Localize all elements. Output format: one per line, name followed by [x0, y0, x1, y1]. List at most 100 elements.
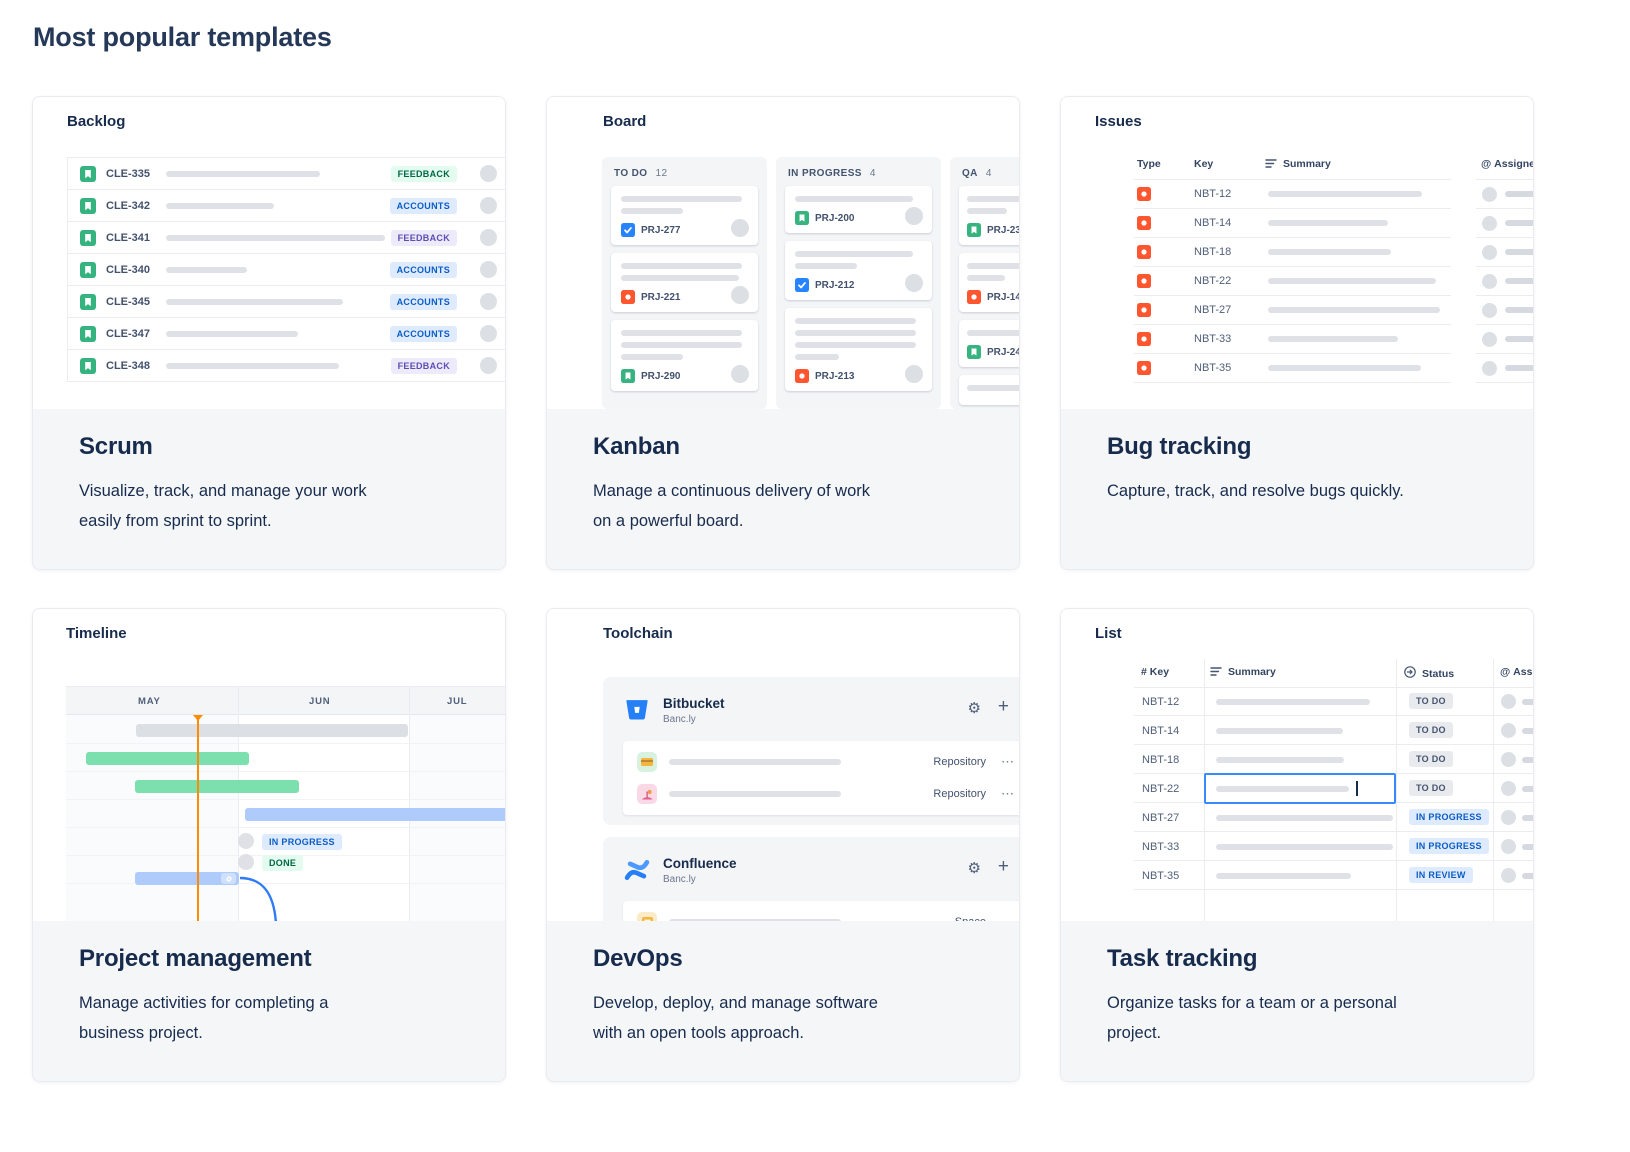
story-icon	[80, 293, 96, 310]
gear-icon[interactable]: ⚙	[967, 700, 981, 717]
month-label: MAY	[138, 696, 161, 707]
summary-column-header: Summary	[1265, 158, 1331, 170]
issue-row[interactable]: NBT-18	[1061, 238, 1533, 267]
avatar	[1501, 810, 1516, 825]
toolchain-row[interactable]: Space ⋯	[623, 906, 1019, 921]
template-description-line: on a powerful board.	[593, 512, 744, 530]
status-column-header: Status	[1404, 666, 1454, 680]
text-cursor	[1356, 781, 1358, 796]
avatar	[1482, 245, 1497, 260]
avatar	[480, 261, 497, 278]
label-badge: ACCOUNTS	[389, 261, 457, 278]
toolchain-row[interactable]: Repository ⋯	[623, 746, 1019, 778]
board-card[interactable]: PRJ-290	[611, 320, 758, 391]
avatar	[1482, 187, 1497, 202]
backlog-row[interactable]: CLE-348 FEEDBACK	[68, 350, 505, 382]
template-card-task-tracking[interactable]: List # Key Summary Status @ Assignee NBT…	[1060, 608, 1534, 1082]
avatar	[1501, 839, 1516, 854]
toolchain-app-bitbucket: Bitbucket Banc.ly ⚙ + Repository ⋯	[603, 677, 1019, 825]
plus-icon[interactable]: +	[997, 856, 1009, 877]
issue-row[interactable]: NBT-27	[1061, 296, 1533, 325]
template-card-devops[interactable]: Toolchain Bitbucket Banc.ly ⚙ + Reposit	[546, 608, 1020, 1082]
timeline-preview: Timeline MAY JUN JUL	[33, 609, 505, 921]
backlog-row[interactable]: CLE-342 ACCOUNTS	[68, 190, 505, 222]
board-card[interactable]: PRJ-212	[785, 241, 932, 300]
list-row[interactable]: NBT-35 IN REVIEW	[1061, 861, 1533, 890]
backlog-row[interactable]: CLE-347 ACCOUNTS	[68, 318, 505, 350]
gantt-bar[interactable]	[245, 808, 505, 821]
issue-row[interactable]: NBT-33	[1061, 325, 1533, 354]
issue-row[interactable]: NBT-22	[1061, 267, 1533, 296]
template-card-project-management[interactable]: Timeline MAY JUN JUL	[32, 608, 506, 1082]
board-card[interactable]: PRJ-236	[959, 186, 1019, 245]
at-icon: @	[1481, 158, 1492, 170]
column-header: IN PROGRESS 4	[788, 168, 876, 179]
more-icon[interactable]: ⋯	[1001, 786, 1015, 801]
issue-key: CLE-342	[106, 199, 151, 212]
list-row[interactable]: NBT-33 IN PROGRESS	[1061, 832, 1533, 861]
month-label: JUN	[309, 696, 331, 707]
avatar	[1501, 694, 1516, 709]
gantt-bar[interactable]	[136, 724, 408, 737]
preview-title: Board	[603, 113, 647, 130]
issue-row[interactable]: NBT-14	[1061, 209, 1533, 238]
issue-key: PRJ-146	[987, 291, 1019, 303]
preview-title: Timeline	[66, 625, 127, 642]
template-description-section: Kanban Manage a continuous delivery of w…	[547, 409, 1019, 569]
list-row[interactable]: NBT-14 TO DO	[1061, 716, 1533, 745]
issue-row[interactable]: NBT-35	[1061, 354, 1533, 383]
gear-icon[interactable]: ⚙	[967, 860, 981, 877]
template-description-line: Capture, track, and resolve bugs quickly…	[1107, 482, 1404, 500]
status-badge: DONE	[262, 855, 304, 871]
app-name: Bitbucket	[663, 696, 725, 711]
app-rows: Space ⋯	[623, 901, 1019, 921]
more-icon[interactable]: ⋯	[1001, 754, 1015, 769]
backlog-row[interactable]: CLE-340 ACCOUNTS	[68, 254, 505, 286]
list-row[interactable]: NBT-18 TO DO	[1061, 745, 1533, 774]
board-card[interactable]: PRJ-146	[959, 253, 1019, 312]
toolchain-row[interactable]: Repository ⋯	[623, 778, 1019, 810]
gantt-grid: MAY JUN JUL IN PROGRESS	[66, 686, 505, 921]
more-icon[interactable]: ⋯	[1001, 914, 1015, 921]
gantt-bar[interactable]	[86, 752, 249, 765]
list-row[interactable]: NBT-27 IN PROGRESS	[1061, 803, 1533, 832]
issue-key: NBT-14	[1142, 725, 1180, 737]
board-card[interactable]: PRJ-221	[611, 253, 758, 312]
template-card-scrum[interactable]: Backlog CLE-335 FEEDBACK CLE-342 ACCOUNT…	[32, 96, 506, 570]
issue-key: CLE-345	[106, 295, 151, 308]
board-card[interactable]	[959, 375, 1019, 405]
avatar	[1482, 303, 1497, 318]
board-card[interactable]: PRJ-213	[785, 308, 932, 391]
story-icon	[80, 165, 96, 182]
issue-key: CLE-340	[106, 263, 151, 276]
backlog-row[interactable]: CLE-341 FEEDBACK	[68, 222, 505, 254]
board-card[interactable]: PRJ-277	[611, 186, 758, 245]
gantt-bar-linked[interactable]	[135, 872, 239, 885]
issue-key: NBT-33	[1142, 841, 1180, 853]
issue-key: NBT-18	[1142, 754, 1180, 766]
template-card-kanban[interactable]: Board TO DO 12 PRJ-277 PRJ-221 PRJ-290	[546, 96, 1020, 570]
backlog-row[interactable]: CLE-345 ACCOUNTS	[68, 286, 505, 318]
board-card[interactable]: PRJ-200	[785, 186, 932, 233]
template-card-bug-tracking[interactable]: Issues Type Key Summary @ Assignee NBT-1…	[1060, 96, 1534, 570]
template-description-section: DevOps Develop, deploy, and manage softw…	[547, 921, 1019, 1081]
gantt-bar[interactable]	[135, 780, 299, 793]
avatar	[1482, 332, 1497, 347]
at-icon: @	[1500, 666, 1511, 678]
avatar	[731, 219, 749, 237]
template-description-section: Project management Manage activities for…	[33, 921, 505, 1081]
issues-preview: Issues Type Key Summary @ Assignee NBT-1…	[1061, 97, 1533, 409]
template-title: Task tracking	[1107, 945, 1258, 972]
row-type-label: Space	[955, 916, 986, 921]
issue-row[interactable]: NBT-12	[1061, 180, 1533, 209]
template-description-line: Visualize, track, and manage your work	[79, 482, 367, 500]
bug-icon	[967, 290, 981, 304]
plus-icon[interactable]: +	[997, 696, 1009, 717]
row-type-label: Repository	[933, 756, 986, 768]
hash-icon: #	[1141, 666, 1147, 678]
list-row[interactable]: NBT-12 TO DO	[1061, 687, 1533, 716]
summary-edit-cell[interactable]	[1204, 773, 1396, 804]
board-card[interactable]: PRJ-243	[959, 320, 1019, 367]
backlog-row[interactable]: CLE-335 FEEDBACK	[68, 158, 505, 190]
issue-key: CLE-341	[106, 231, 151, 244]
